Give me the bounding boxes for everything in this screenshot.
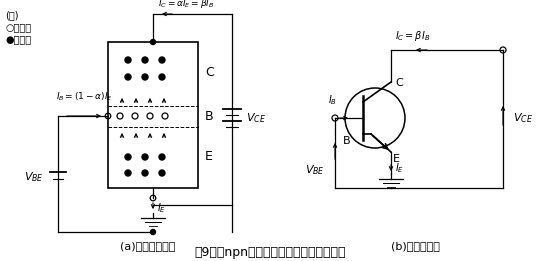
Text: $I_B$: $I_B$ bbox=[328, 93, 338, 107]
Circle shape bbox=[142, 57, 148, 63]
Circle shape bbox=[125, 74, 131, 80]
Text: C: C bbox=[205, 66, 214, 79]
Text: $V_{CE}$: $V_{CE}$ bbox=[513, 111, 533, 125]
Circle shape bbox=[159, 154, 165, 160]
Text: C: C bbox=[395, 78, 403, 88]
Circle shape bbox=[151, 229, 156, 234]
Circle shape bbox=[159, 57, 165, 63]
Text: (a)　構造モデル: (a) 構造モデル bbox=[120, 241, 176, 251]
Text: ●：電子: ●：電子 bbox=[5, 34, 31, 44]
Text: $I_C = \alpha I_E = \beta I_B$: $I_C = \alpha I_E = \beta I_B$ bbox=[158, 0, 214, 10]
Text: (注): (注) bbox=[5, 10, 18, 20]
Text: E: E bbox=[205, 151, 213, 163]
Circle shape bbox=[125, 170, 131, 176]
Text: $V_{BE}$: $V_{BE}$ bbox=[305, 163, 325, 177]
Circle shape bbox=[159, 170, 165, 176]
Text: (b)　回路記号: (b) 回路記号 bbox=[390, 241, 440, 251]
Text: B: B bbox=[205, 110, 214, 122]
Text: $I_E$: $I_E$ bbox=[157, 201, 166, 215]
Text: ○：正孔: ○：正孔 bbox=[5, 22, 31, 32]
Text: $I_C = \beta I_B$: $I_C = \beta I_B$ bbox=[395, 29, 430, 43]
Circle shape bbox=[151, 39, 156, 44]
Text: 第9図　npnトランジスタのエミッタ接地: 第9図 npnトランジスタのエミッタ接地 bbox=[194, 246, 346, 259]
Text: $V_{CE}$: $V_{CE}$ bbox=[246, 111, 266, 125]
Circle shape bbox=[159, 74, 165, 80]
Circle shape bbox=[142, 170, 148, 176]
Circle shape bbox=[125, 57, 131, 63]
Text: E: E bbox=[393, 154, 400, 164]
Text: $I_E$: $I_E$ bbox=[395, 161, 404, 175]
Text: $I_B=(1-\alpha)I_E$: $I_B=(1-\alpha)I_E$ bbox=[56, 91, 113, 103]
Circle shape bbox=[125, 154, 131, 160]
Circle shape bbox=[142, 74, 148, 80]
Text: B: B bbox=[343, 136, 351, 146]
Text: $V_{BE}$: $V_{BE}$ bbox=[24, 170, 44, 184]
Circle shape bbox=[142, 154, 148, 160]
